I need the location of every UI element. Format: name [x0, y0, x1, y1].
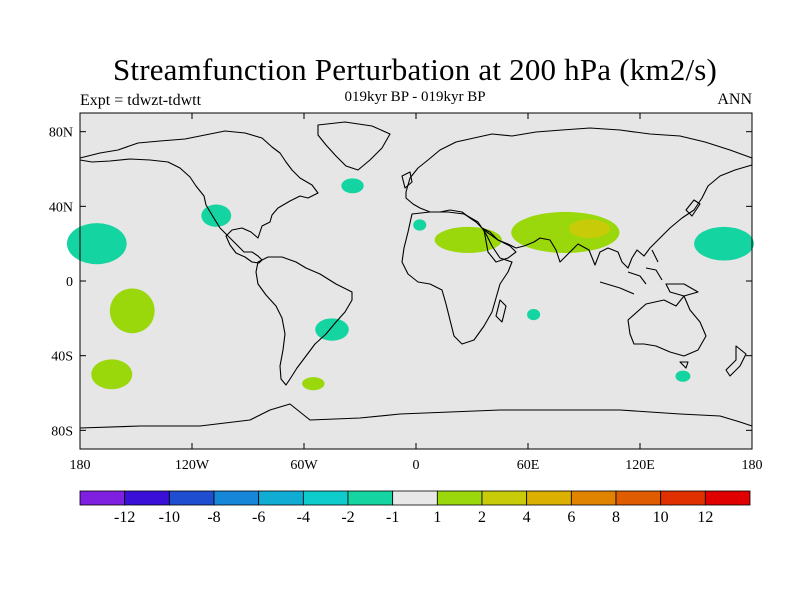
- colorbar-swatch: [481, 490, 528, 506]
- coast-new-zealand: [725, 345, 747, 377]
- anomaly-indian-ocean-negative: [527, 309, 541, 321]
- colorbar-label: -1: [386, 509, 399, 526]
- colorbar-swatch: [526, 490, 572, 506]
- anomaly-north-atlantic-negative: [341, 178, 364, 194]
- anomaly-tibet-core-positive: [569, 219, 611, 239]
- colorbar-label: 6: [567, 509, 575, 526]
- colorbar-label: 2: [478, 509, 486, 526]
- colorbar-label: -4: [297, 509, 310, 526]
- colorbar-swatch: [168, 490, 215, 506]
- colorbar-label: 10: [653, 509, 669, 526]
- coast-australia: [627, 295, 707, 357]
- coast-tasmania: [679, 361, 689, 369]
- coast-north-america: [79, 130, 319, 264]
- colorbar-label: 1: [433, 509, 441, 526]
- colorbar-label: 4: [523, 509, 531, 526]
- y-tick-label: 40S: [51, 350, 73, 365]
- colorbar-swatch: [392, 490, 438, 506]
- coast-greenland: [317, 121, 391, 171]
- coast-africa: [401, 211, 513, 345]
- colorbar-label: -2: [341, 509, 354, 526]
- coast-maritime-continent: [599, 249, 663, 295]
- anomaly-south-atlantic-positive: [302, 377, 325, 391]
- x-tick-label: 0: [413, 458, 420, 473]
- colorbar-swatch: [258, 490, 304, 506]
- anomaly-north-pacific-west-negative: [66, 223, 127, 265]
- x-tick-label: 180: [70, 458, 91, 473]
- colorbar-label: -8: [207, 509, 220, 526]
- anomaly-south-pacific-positive: [109, 288, 155, 334]
- colorbar-swatch: [615, 490, 662, 506]
- x-tick-label: 60W: [290, 458, 318, 473]
- x-tick-label: 120W: [175, 458, 210, 473]
- colorbar-swatch: [570, 490, 617, 506]
- colorbar-label: -6: [252, 509, 265, 526]
- colorbar-swatch: [79, 490, 126, 506]
- anomaly-south-america-negative: [315, 318, 349, 341]
- coast-japan: [685, 199, 701, 217]
- season-label: ANN: [717, 91, 752, 108]
- coastline-layer: [79, 121, 753, 429]
- colorbar-swatch: [347, 490, 394, 506]
- x-tick-label: 180: [742, 458, 763, 473]
- experiment-label: Expt = tdwzt-tdwtt: [80, 92, 202, 109]
- colorbar: -12 -10 -8 -6 -4 -2 -1 1 2 4 6 8 10 12: [79, 490, 751, 526]
- page-title: Streamfunction Perturbation at 200 hPa (…: [112, 52, 718, 87]
- coast-new-guinea: [665, 283, 699, 297]
- colorbar-swatch: [704, 490, 751, 506]
- y-tick-label: 0: [66, 275, 73, 290]
- y-tick-label: 40N: [49, 200, 73, 215]
- anomaly-west-pacific-negative: [694, 226, 754, 261]
- coast-madagascar: [495, 299, 507, 323]
- x-tick-label: 120E: [625, 458, 655, 473]
- colorbar-label: 8: [612, 509, 620, 526]
- colorbar-swatch: [302, 490, 349, 506]
- colorbar-swatch: [660, 490, 706, 506]
- coast-south-america: [255, 256, 353, 386]
- anomaly-south-pacific-southern-positive: [91, 359, 133, 390]
- axis-layer: 180 120W 60W 0 60E 120E 180 80N 40N 0 40S 80S: [49, 113, 763, 473]
- period-subtitle: 019kyr BP - 019kyr BP: [344, 89, 486, 105]
- y-tick-label: 80N: [49, 126, 73, 141]
- anomaly-north-pacific-east-negative: [201, 204, 232, 227]
- colorbar-swatch: [436, 490, 483, 506]
- coast-british-isles: [401, 171, 413, 189]
- colorbar-swatch: [124, 490, 170, 506]
- x-tick-label: 60E: [517, 458, 540, 473]
- anomaly-south-of-australia-negative: [675, 370, 691, 382]
- colorbar-label: -10: [159, 509, 180, 526]
- y-tick-label: 80S: [51, 424, 73, 439]
- anomaly-mediterranean-negative: [413, 219, 427, 231]
- colorbar-label: 12: [697, 509, 713, 526]
- coast-antarctica: [79, 403, 753, 429]
- colorbar-swatch: [213, 490, 260, 506]
- coast-arabia: [483, 229, 517, 263]
- anomaly-africa-arabia-positive: [434, 226, 502, 253]
- colorbar-label: -12: [114, 509, 135, 526]
